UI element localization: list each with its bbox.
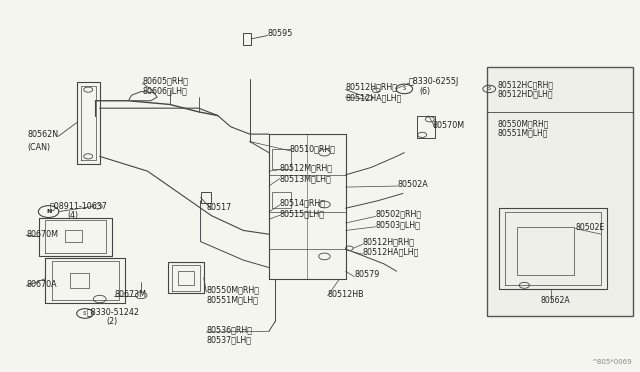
Text: 80515〈LH〉: 80515〈LH〉 xyxy=(280,209,324,218)
Text: 80536〈RH〉: 80536〈RH〉 xyxy=(206,325,252,334)
Bar xyxy=(65,231,83,242)
Text: 80512HC〈RH〉: 80512HC〈RH〉 xyxy=(497,80,554,89)
Text: 80502E: 80502E xyxy=(575,223,605,232)
Text: 80550M〈RH〉: 80550M〈RH〉 xyxy=(497,119,549,128)
Bar xyxy=(487,67,633,317)
Text: 80551M〈LH〉: 80551M〈LH〉 xyxy=(206,296,258,305)
Text: ^805*0069: ^805*0069 xyxy=(591,359,632,365)
Text: 80605〈RH〉: 80605〈RH〉 xyxy=(143,76,188,85)
Bar xyxy=(178,271,193,285)
Text: (2): (2) xyxy=(106,317,117,326)
Text: 80512HA〈LH〉: 80512HA〈LH〉 xyxy=(363,247,419,256)
Text: 80510〈RH〉: 80510〈RH〉 xyxy=(290,145,336,154)
Text: 80502〈RH〉: 80502〈RH〉 xyxy=(376,209,422,219)
Text: 80595: 80595 xyxy=(268,29,293,38)
Bar xyxy=(70,273,89,288)
Text: 80512HA〈LH〉: 80512HA〈LH〉 xyxy=(346,93,402,102)
Text: 80562N: 80562N xyxy=(28,129,59,138)
Text: 80670M: 80670M xyxy=(26,230,58,238)
Text: 80579: 80579 xyxy=(355,270,380,279)
Text: 80550M〈RH〉: 80550M〈RH〉 xyxy=(206,285,259,294)
Text: 80512M〈RH〉: 80512M〈RH〉 xyxy=(280,164,333,173)
Bar xyxy=(200,192,211,203)
Bar xyxy=(272,149,291,169)
Text: S: S xyxy=(488,86,491,92)
Text: S: S xyxy=(83,311,87,316)
Text: 80562A: 80562A xyxy=(540,296,570,305)
Text: 80513M〈LH〉: 80513M〈LH〉 xyxy=(280,174,332,183)
Text: 80502A: 80502A xyxy=(398,180,429,189)
Text: 80670A: 80670A xyxy=(26,280,57,289)
Text: 80537〈LH〉: 80537〈LH〉 xyxy=(206,336,252,344)
Text: 80570M: 80570M xyxy=(433,121,465,131)
Text: (CAN): (CAN) xyxy=(28,143,51,152)
Text: S: S xyxy=(403,86,406,92)
Text: 80673M: 80673M xyxy=(115,290,147,299)
Bar xyxy=(272,192,291,208)
Bar xyxy=(516,227,574,275)
Text: 80517: 80517 xyxy=(206,203,232,212)
Bar xyxy=(243,33,251,45)
Text: ⓝ08911-10637: ⓝ08911-10637 xyxy=(50,201,108,210)
Text: 80512H〈RH〉: 80512H〈RH〉 xyxy=(346,83,397,92)
Text: 80503〈LH〉: 80503〈LH〉 xyxy=(376,220,420,229)
Text: ␰8330-51242: ␰8330-51242 xyxy=(87,307,140,317)
Text: 80606〈LH〉: 80606〈LH〉 xyxy=(143,87,188,96)
Text: 80512HD〈LH〉: 80512HD〈LH〉 xyxy=(497,90,553,99)
Text: (6): (6) xyxy=(419,87,430,96)
Text: 80551M〈LH〉: 80551M〈LH〉 xyxy=(497,129,548,138)
Text: 80512H〈RH〉: 80512H〈RH〉 xyxy=(363,237,415,246)
Text: N: N xyxy=(46,209,51,214)
Text: 80512HB: 80512HB xyxy=(328,290,364,299)
Text: (4): (4) xyxy=(68,211,79,220)
Text: 80514〈RH〉: 80514〈RH〉 xyxy=(280,199,326,208)
Text: ␰8330-6255J: ␰8330-6255J xyxy=(408,77,458,86)
